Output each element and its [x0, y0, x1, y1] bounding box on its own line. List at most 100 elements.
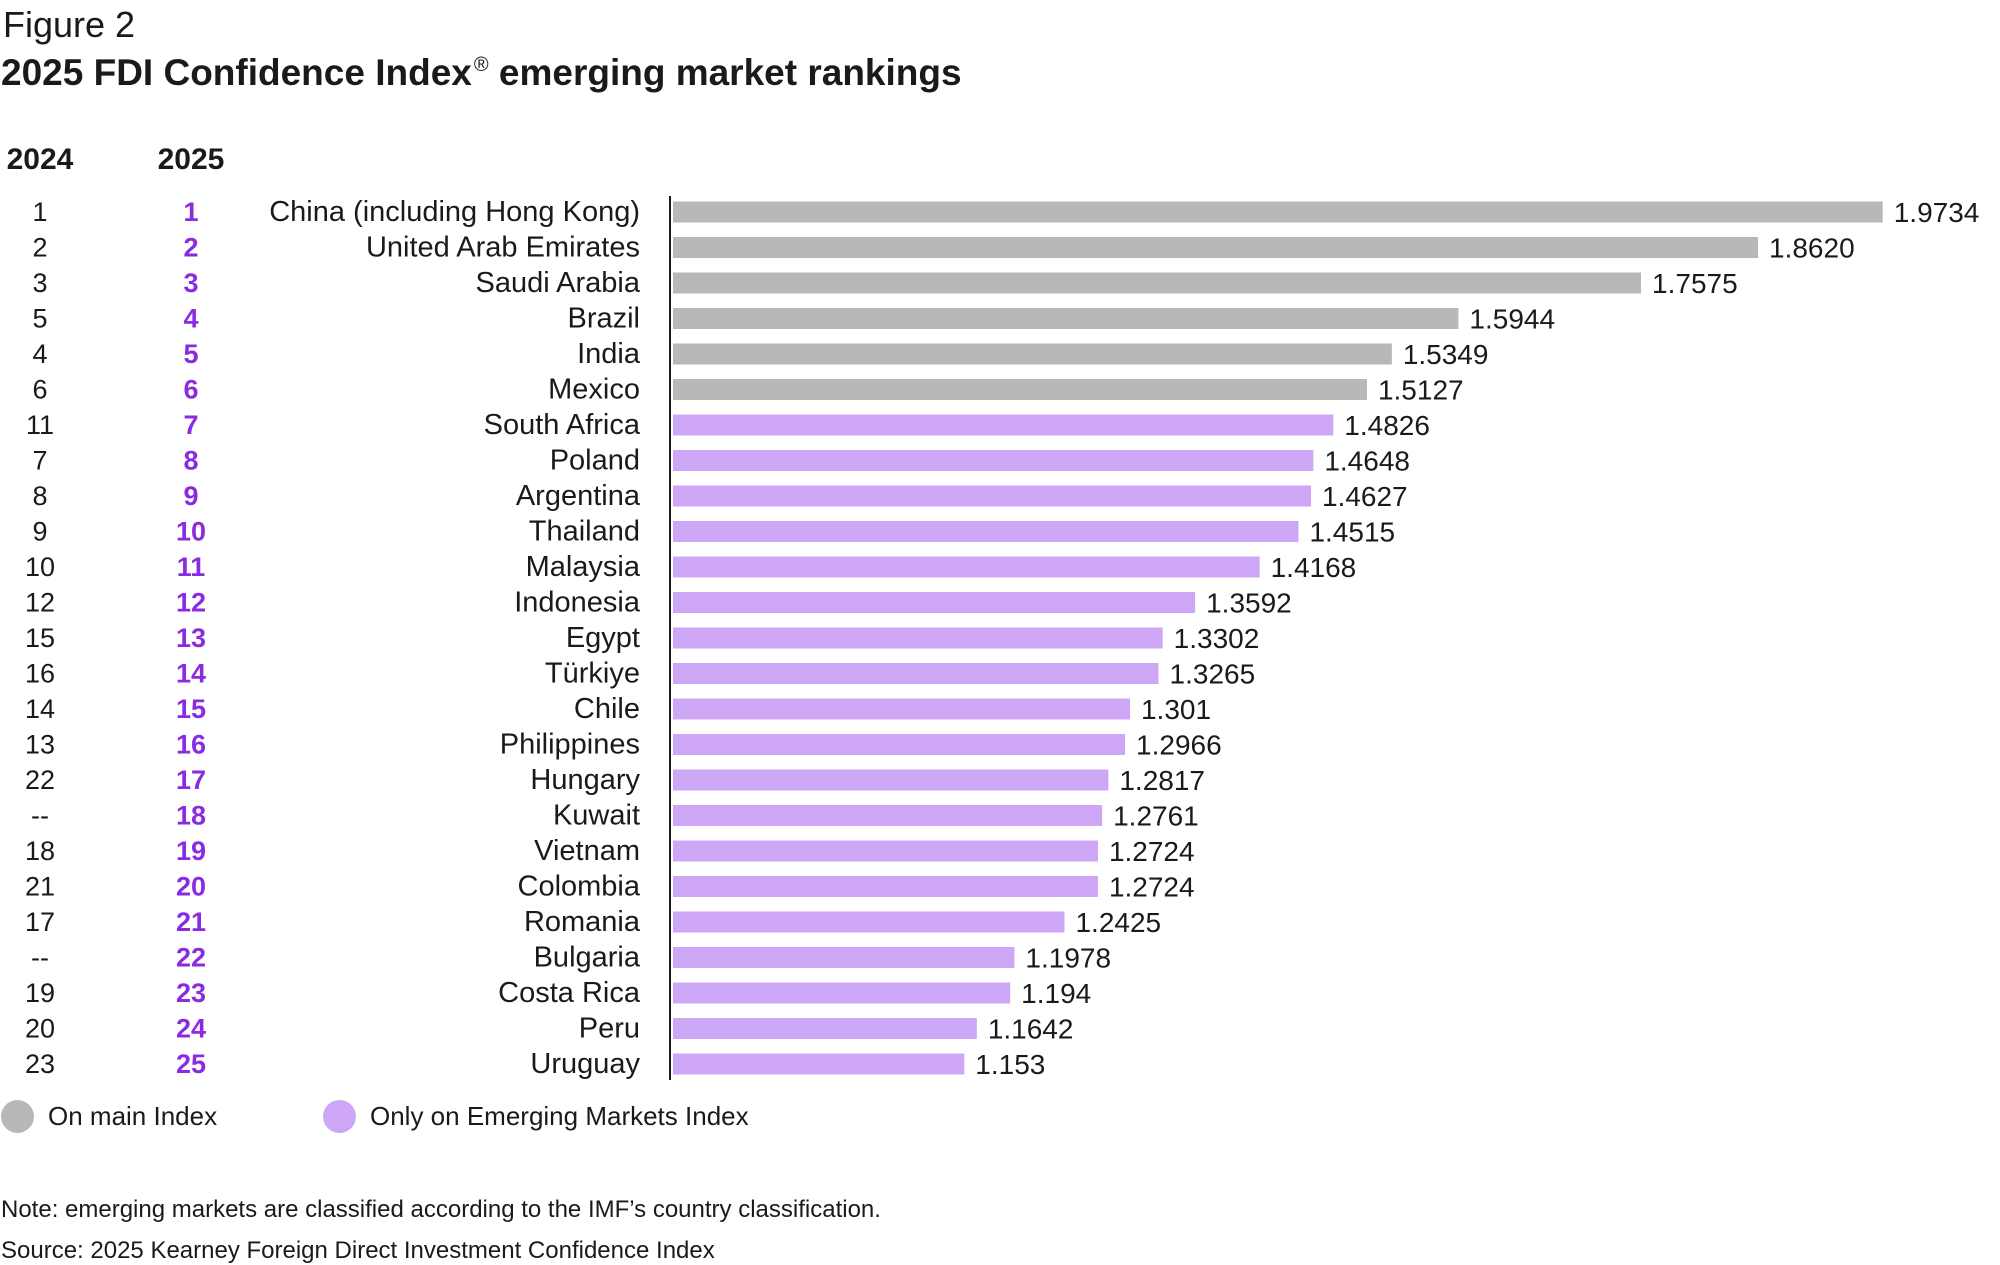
legend-label-main-index: On main Index	[48, 1100, 218, 1131]
bar	[673, 1053, 965, 1075]
bar	[673, 272, 1642, 294]
rank-2025: 13	[176, 623, 206, 653]
column-header-2024: 2024	[7, 143, 74, 176]
rank-2024: 17	[25, 907, 55, 937]
rank-2024: 11	[26, 410, 54, 440]
value-label: 1.3265	[1170, 659, 1256, 690]
value-label: 1.4168	[1271, 552, 1357, 583]
bar	[673, 840, 1098, 862]
bar	[673, 201, 1883, 223]
category-label: Costa Rica	[498, 977, 641, 1009]
rank-2024: 1	[32, 197, 47, 227]
category-label: Poland	[550, 445, 640, 477]
rank-2025: 14	[176, 659, 206, 689]
value-label: 1.7575	[1652, 268, 1738, 299]
value-label: 1.3302	[1174, 623, 1260, 654]
value-label: 1.4826	[1344, 410, 1430, 441]
rank-2024: 4	[32, 339, 47, 369]
rank-2025: 16	[176, 730, 206, 760]
value-label: 1.2724	[1109, 836, 1195, 867]
rank-2025: 19	[176, 836, 206, 866]
rank-2024: 6	[32, 375, 47, 405]
rank-2025: 21	[176, 907, 206, 937]
legend-swatch-emerging-only	[323, 1099, 356, 1133]
column-header-2025: 2025	[158, 143, 225, 176]
value-label: 1.1642	[988, 1014, 1074, 1045]
bar	[673, 698, 1130, 720]
value-label: 1.4627	[1322, 481, 1408, 512]
category-label: Malaysia	[526, 551, 641, 583]
bar	[673, 414, 1334, 436]
rank-2025: 23	[176, 978, 206, 1008]
rank-2025: 8	[183, 446, 198, 476]
rank-2024: 22	[25, 765, 55, 795]
bar	[673, 237, 1759, 258]
bar	[673, 379, 1367, 400]
value-label: 1.2966	[1136, 730, 1222, 761]
figure-label: Figure 2	[3, 4, 136, 45]
rank-2024: 20	[25, 1014, 55, 1044]
category-label: Mexico	[548, 374, 640, 406]
category-label: Hungary	[530, 764, 640, 796]
value-label: 1.4648	[1324, 446, 1410, 477]
rank-2025: 22	[176, 943, 206, 973]
value-label: 1.3592	[1206, 588, 1292, 619]
rank-2025: 17	[176, 765, 206, 795]
value-label: 1.2724	[1109, 872, 1195, 903]
rank-2025: 6	[183, 375, 198, 405]
category-label: Vietnam	[534, 835, 640, 867]
bar	[673, 734, 1126, 755]
bar	[673, 769, 1109, 791]
rank-2025: 18	[176, 801, 206, 831]
legend-item-emerging-only: Only on Emerging Markets Index	[323, 1098, 749, 1134]
legend: On main Index Only on Emerging Markets I…	[0, 1098, 1000, 1134]
bar	[673, 592, 1196, 613]
rank-2025: 12	[176, 588, 206, 618]
rank-2024: 23	[25, 1049, 55, 1079]
rank-2024: 2	[32, 233, 47, 263]
rank-2024: 9	[32, 517, 47, 547]
rank-2024: 14	[25, 694, 55, 724]
chart-title-main: 2025 FDI Confidence Index	[1, 52, 472, 93]
rank-2024: 5	[32, 304, 47, 334]
legend-item-main-index: On main Index	[1, 1098, 217, 1134]
category-label: Brazil	[567, 303, 640, 335]
bar	[673, 485, 1311, 507]
rank-2025: 7	[183, 410, 198, 440]
rank-2025: 15	[176, 694, 206, 724]
rank-2024: --	[31, 801, 49, 831]
bar	[673, 663, 1159, 684]
category-label: Saudi Arabia	[476, 267, 641, 299]
chart-title-suffix: emerging market rankings	[488, 52, 962, 93]
category-label: Bulgaria	[534, 942, 641, 974]
legend-label-emerging-only: Only on Emerging Markets Index	[370, 1100, 749, 1131]
category-label: Türkiye	[545, 658, 640, 690]
category-label: Colombia	[518, 871, 641, 903]
value-label: 1.301	[1141, 694, 1211, 725]
rank-2024: --	[31, 943, 49, 973]
category-label: Thailand	[529, 516, 640, 548]
rank-2024: 13	[25, 730, 55, 760]
bar	[673, 911, 1065, 933]
bar	[673, 308, 1459, 329]
rank-2025: 3	[183, 268, 198, 298]
footnote: Note: emerging markets are classified ac…	[1, 1196, 881, 1223]
rank-2024: 12	[25, 588, 55, 618]
rank-2024: 7	[32, 446, 47, 476]
category-label: Argentina	[516, 480, 641, 512]
rank-2025: 10	[176, 517, 206, 547]
category-label: United Arab Emirates	[366, 232, 640, 264]
rank-2024: 10	[25, 552, 55, 582]
rank-2024: 19	[25, 978, 55, 1008]
value-label: 1.194	[1021, 978, 1091, 1009]
bar	[673, 876, 1098, 897]
category-label: Chile	[574, 693, 640, 725]
value-label: 1.4515	[1309, 517, 1395, 548]
rank-2025: 9	[183, 481, 198, 511]
bar	[673, 805, 1103, 826]
legend-swatch-main-index	[1, 1099, 34, 1133]
value-label: 1.2817	[1119, 765, 1205, 796]
bar	[673, 947, 1015, 968]
rank-2025: 1	[183, 197, 198, 227]
value-label: 1.5349	[1403, 339, 1489, 370]
